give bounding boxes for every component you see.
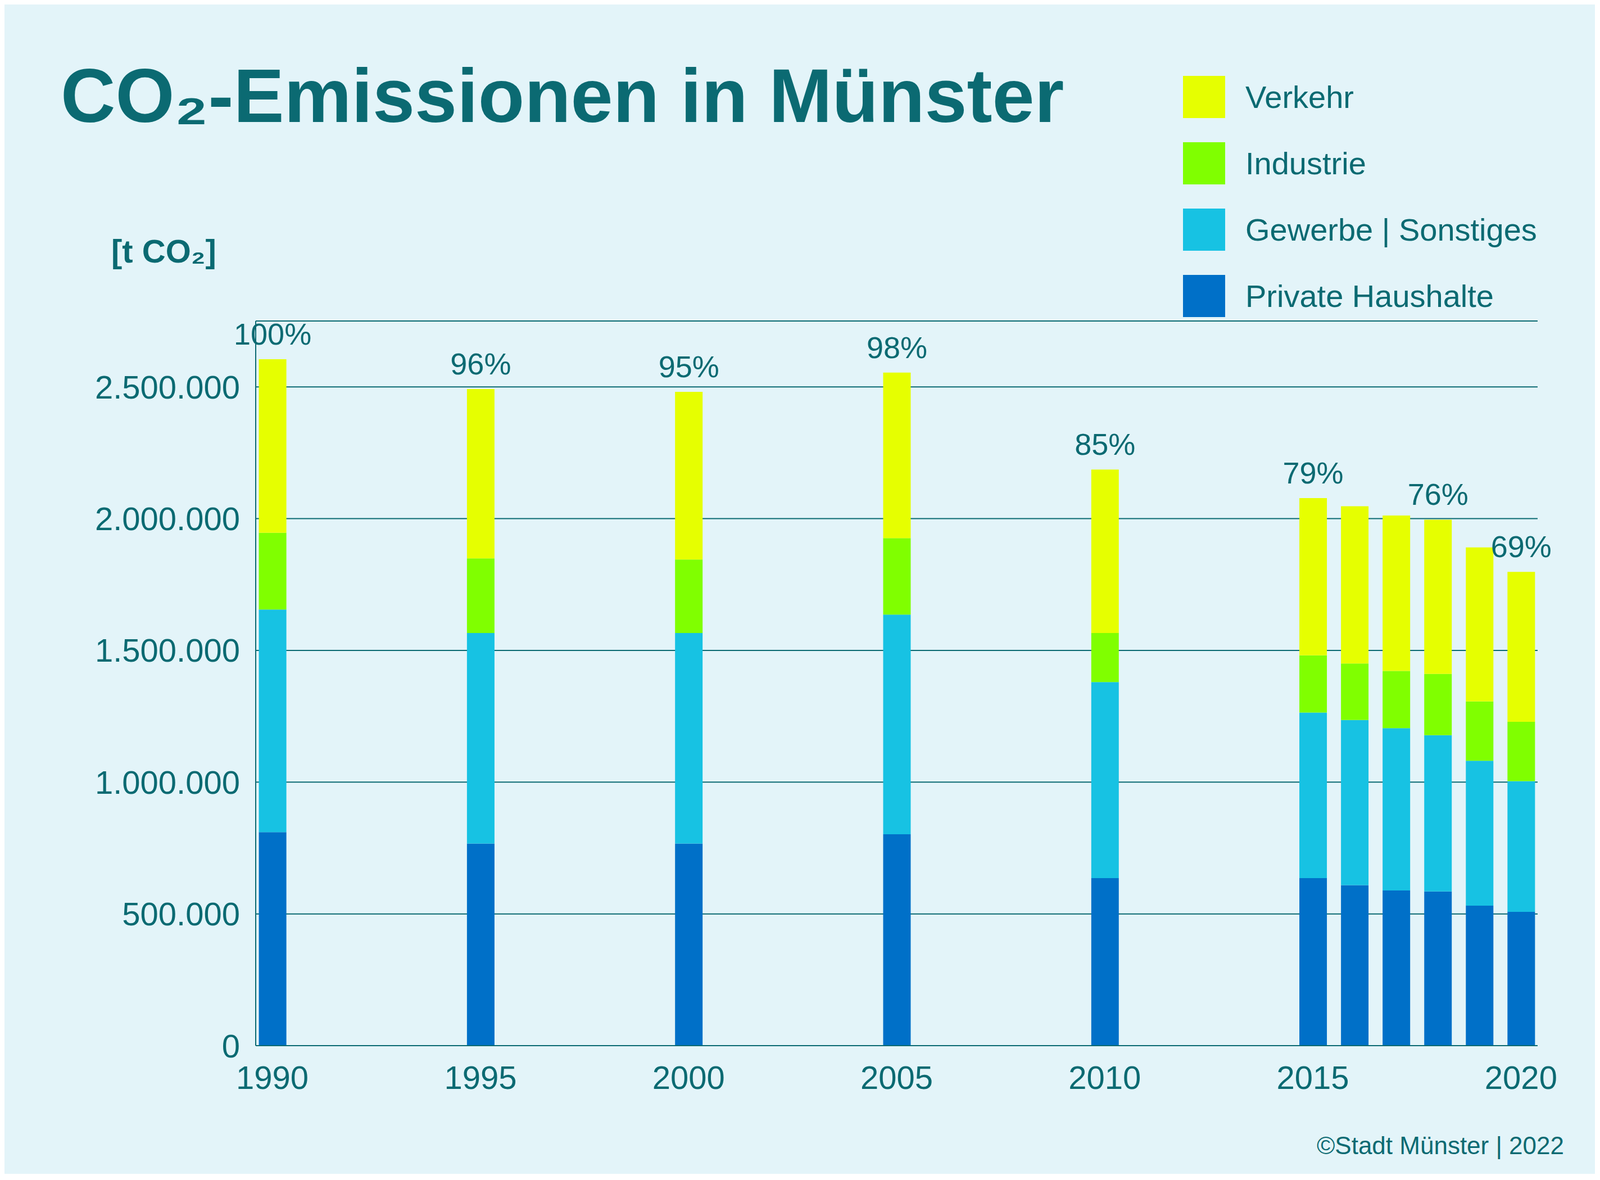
svg-text:2000: 2000 bbox=[652, 1058, 725, 1096]
html-text:©Stadt Münster | 2022: ©Stadt Münster | 2022 bbox=[1316, 1131, 1565, 1159]
svg-text:1.500.000: 1.500.000 bbox=[94, 631, 240, 669]
svg-text:100%: 100% bbox=[233, 316, 312, 351]
svg-text:2.500.000: 2.500.000 bbox=[94, 368, 240, 406]
svg-text:85%: 85% bbox=[1074, 427, 1136, 461]
html-text:[t CO₂]: [t CO₂] bbox=[111, 232, 217, 270]
html-text:Verkehr: Verkehr bbox=[1245, 78, 1354, 115]
html-text:Private Haushalte: Private Haushalte bbox=[1245, 277, 1494, 314]
svg-text:95%: 95% bbox=[658, 349, 720, 384]
svg-text:2020: 2020 bbox=[1484, 1058, 1558, 1096]
svg-text:2015: 2015 bbox=[1276, 1058, 1350, 1096]
svg-text:98%: 98% bbox=[866, 330, 928, 365]
svg-text:2005: 2005 bbox=[860, 1058, 933, 1096]
svg-text:96%: 96% bbox=[450, 346, 511, 381]
svg-text:1995: 1995 bbox=[443, 1058, 517, 1096]
html-text:Industrie: Industrie bbox=[1245, 145, 1367, 181]
svg-text:69%: 69% bbox=[1490, 529, 1552, 564]
svg-text:0: 0 bbox=[221, 1027, 240, 1064]
svg-text:1990: 1990 bbox=[236, 1058, 309, 1096]
svg-text:79%: 79% bbox=[1283, 455, 1344, 490]
svg-text:2010: 2010 bbox=[1068, 1058, 1141, 1096]
html-text:CO₂-Emissionen in Münster: CO₂-Emissionen in Münster bbox=[60, 53, 1064, 139]
svg-text:76%: 76% bbox=[1407, 477, 1469, 511]
svg-text:500.000: 500.000 bbox=[121, 895, 240, 932]
html-text:Gewerbe | Sonstiges: Gewerbe | Sonstiges bbox=[1245, 211, 1537, 247]
svg-text:2.000.000: 2.000.000 bbox=[94, 500, 240, 537]
svg-text:1.000.000: 1.000.000 bbox=[94, 763, 240, 801]
